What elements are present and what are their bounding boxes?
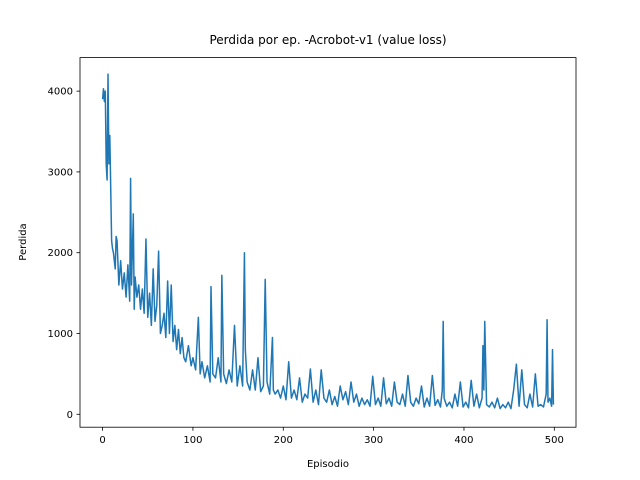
x-axis-label: Episodio xyxy=(307,459,349,470)
x-tick-label: 300 xyxy=(364,435,383,446)
line-series xyxy=(101,73,555,410)
y-tick-label: 4000 xyxy=(48,87,73,98)
y-tick-label: 3000 xyxy=(48,167,73,178)
chart-title: Perdida por ep. -Acrobot-v1 (value loss) xyxy=(209,33,446,47)
x-tick-label: 200 xyxy=(274,435,293,446)
x-tick-label: 400 xyxy=(454,435,473,446)
y-tick-label: 1000 xyxy=(48,329,73,340)
x-tick-label: 500 xyxy=(545,435,564,446)
x-tick-label: 0 xyxy=(99,435,105,446)
plot-frame xyxy=(79,57,577,428)
y-axis-label: Perdida xyxy=(18,223,29,260)
y-tick-label: 2000 xyxy=(48,248,73,259)
y-tick-label: 0 xyxy=(67,410,73,421)
x-tick-label: 100 xyxy=(183,435,202,446)
